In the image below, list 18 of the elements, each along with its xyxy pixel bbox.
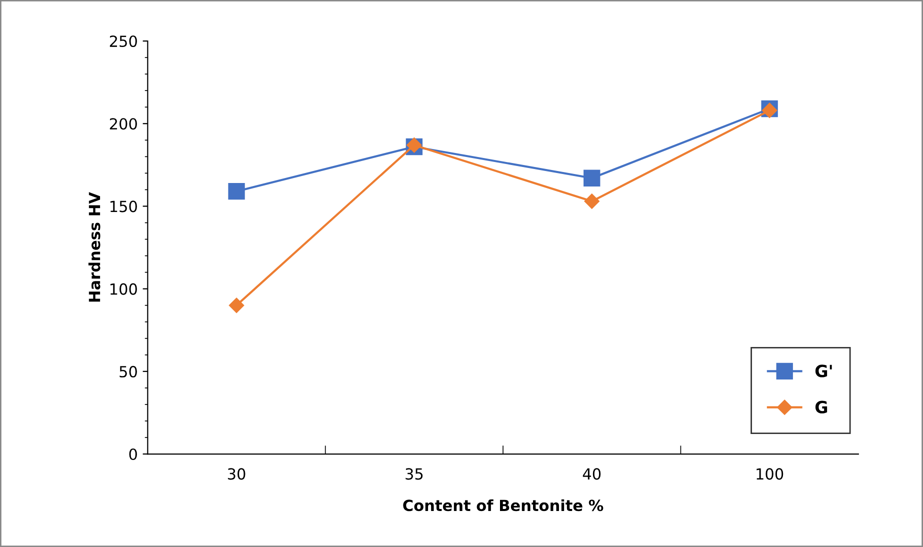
x-tick-label: 100	[756, 468, 784, 480]
point	[584, 170, 600, 186]
legend-label: G	[815, 400, 828, 414]
x-tick-label: 30	[228, 468, 246, 480]
x-axis-title: Content of Bentonite %	[403, 499, 604, 512]
x-tick-label: 35	[406, 468, 423, 480]
y-tick-label: 50	[120, 366, 137, 378]
point	[584, 194, 600, 209]
point	[228, 298, 244, 313]
y-tick-label: 100	[110, 283, 137, 295]
y-tick-label: 150	[110, 200, 137, 212]
legend-label: G'	[815, 364, 832, 378]
y-tick-label: 200	[110, 118, 137, 130]
x-tick-label: 40	[582, 468, 601, 480]
point	[228, 183, 245, 200]
y-tick-label: 0	[129, 448, 137, 460]
y-axis-title: Hardness HV	[88, 192, 100, 302]
y-tick-label: 250	[110, 35, 137, 48]
